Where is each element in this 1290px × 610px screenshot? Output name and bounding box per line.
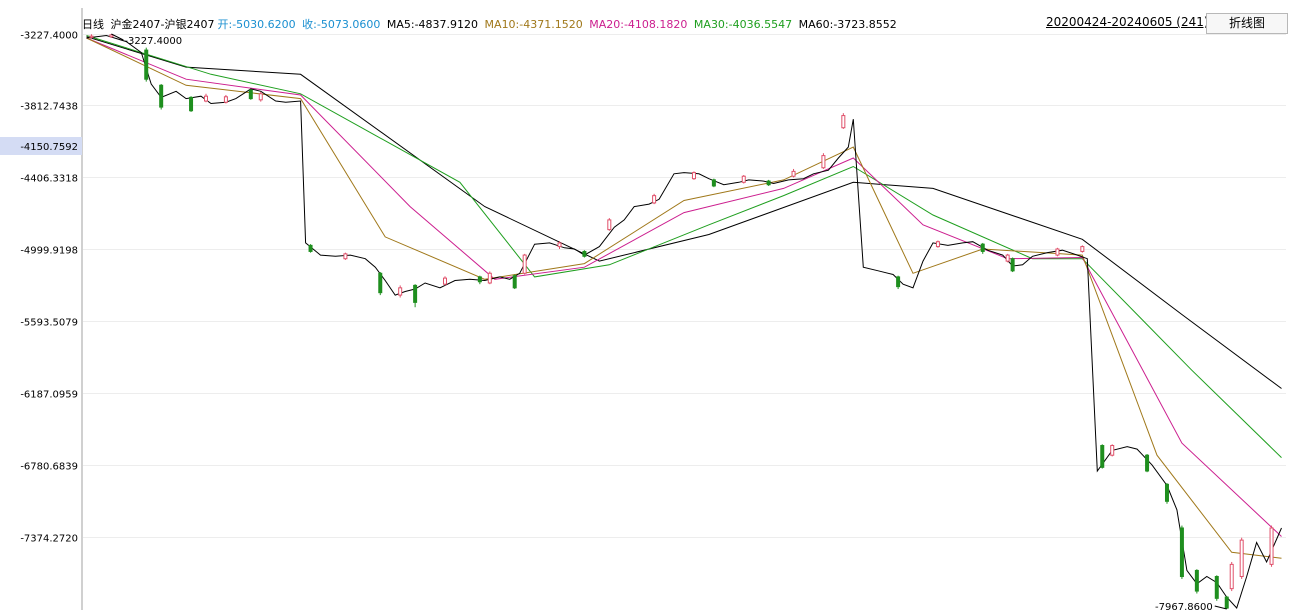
symbol-label: 沪金2407-沪银2407 — [110, 18, 215, 31]
ma30-label: MA30: — [693, 18, 729, 31]
up-candle — [398, 287, 403, 296]
up-candle — [258, 93, 263, 101]
up-candle — [691, 172, 696, 180]
up-candle — [1055, 248, 1060, 256]
up-candle — [607, 219, 612, 231]
open-label: 开: — [217, 18, 233, 31]
y-axis: -3227.4000 -3812.7438 -4406.3318 -4999.9198… — [0, 8, 83, 610]
up-candle — [1080, 246, 1085, 252]
ma20-value: -4108.1820 — [623, 18, 688, 31]
ma20-line — [86, 37, 1282, 537]
y-tick-label: -6780.6839 — [20, 462, 78, 473]
down-candle — [711, 179, 716, 187]
down-candle — [144, 49, 149, 80]
ma20-label: MA20: — [589, 18, 624, 31]
up-candle — [821, 155, 826, 169]
down-candle — [1010, 258, 1015, 272]
high-marker — [111, 33, 124, 41]
down-candle — [308, 244, 313, 252]
down-candle — [477, 276, 482, 283]
down-candle — [1224, 596, 1229, 609]
line-chart-toggle-button[interactable]: 折线图 — [1206, 13, 1288, 34]
candles — [89, 34, 1274, 610]
up-candle — [557, 242, 562, 248]
y-tick-label: -4999.9198 — [20, 246, 78, 257]
period-label: 日线 — [82, 18, 104, 31]
y-tick-label: -3812.7438 — [20, 102, 78, 113]
down-candle — [582, 250, 587, 257]
low-marker — [1214, 605, 1227, 610]
ma60-label: MA60: — [798, 18, 834, 31]
up-candle — [1110, 445, 1115, 456]
chart-header: 日线 沪金2407-沪银2407 开:-5030.6200 收:-5073.060… — [0, 0, 1290, 34]
ma5-label: MA5: — [386, 18, 415, 31]
ma60-line — [86, 36, 1282, 389]
moving-average-lines — [86, 34, 1282, 609]
y-tick-label: -6187.0959 — [20, 390, 78, 401]
down-candle — [1145, 454, 1150, 472]
down-candle — [189, 96, 194, 112]
down-candle — [1100, 445, 1105, 468]
ma30-value: -4036.5547 — [728, 18, 793, 31]
up-candle — [841, 115, 846, 129]
open-value: -5030.6200 — [232, 18, 296, 31]
down-candle — [766, 180, 771, 186]
down-candle — [159, 84, 164, 108]
low-value-label: -7967.8600 — [1155, 602, 1213, 610]
close-label: 收: — [302, 18, 317, 31]
up-candle — [109, 34, 114, 38]
close-value: -5073.0600 — [316, 18, 381, 31]
ma10-label: MA10: — [484, 18, 520, 31]
up-candle — [203, 95, 208, 102]
up-candle — [1239, 539, 1244, 578]
ma60-value: -3723.8552 — [833, 18, 897, 31]
ma10-line — [86, 37, 1282, 559]
date-range-link[interactable]: 20200424-20240605 (241) — [1046, 15, 1209, 29]
ma5-line — [86, 34, 1282, 609]
y-tick-label: -4406.3318 — [20, 174, 78, 185]
up-candle — [89, 35, 94, 38]
crosshair-value-label: -4150.7592 — [20, 142, 78, 153]
down-candle — [248, 89, 253, 100]
up-candle — [1005, 254, 1010, 262]
down-candle — [896, 276, 901, 288]
down-candle — [1194, 569, 1199, 592]
grid-lines — [83, 34, 1286, 538]
down-candle — [1164, 483, 1169, 502]
ma30-line — [86, 35, 1282, 458]
ma10-value: -4371.1520 — [519, 18, 583, 31]
up-candle — [223, 96, 228, 103]
y-tick-label: -7374.2720 — [20, 534, 78, 545]
down-candle — [378, 272, 383, 294]
down-candle — [1214, 576, 1219, 599]
up-candle — [442, 277, 447, 285]
up-candle — [1269, 527, 1274, 565]
up-candle — [343, 253, 348, 260]
indicator-legend: 日线 沪金2407-沪银2407 开:-5030.6200 收:-5073.060… — [82, 16, 900, 32]
down-candle — [413, 284, 418, 303]
up-candle — [652, 195, 657, 204]
up-candle — [487, 272, 492, 284]
ma5-value: -4837.9120 — [414, 18, 479, 31]
up-candle — [522, 254, 527, 274]
down-candle — [1179, 527, 1184, 578]
up-candle — [1229, 563, 1234, 590]
high-value-label: -3227.4000 — [124, 36, 182, 47]
down-candle — [512, 275, 517, 289]
y-tick-label: -3227.4000 — [20, 31, 78, 42]
crosshair-value-box — [0, 137, 82, 156]
up-candle — [791, 170, 796, 177]
up-candle — [741, 175, 746, 183]
down-candle — [980, 243, 985, 252]
y-tick-label: -5593.5079 — [20, 318, 78, 329]
annotations: -3227.4000 -7967.8600 — [111, 33, 1227, 610]
up-candle — [935, 241, 940, 248]
